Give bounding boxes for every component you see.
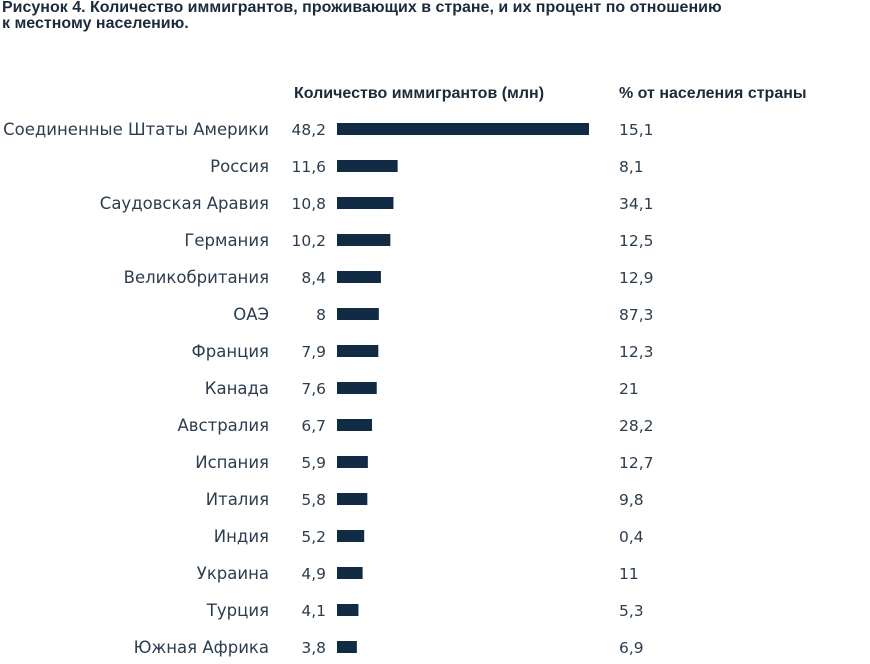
- percent-label: 21: [619, 380, 639, 398]
- chart-row: ОАЭ 8 87,3: [233, 305, 653, 324]
- percent-label: 9,8: [619, 491, 644, 509]
- category-label: Канада: [205, 379, 269, 398]
- value-label: 5,9: [301, 454, 326, 472]
- bar: [337, 160, 398, 172]
- chart-row: Австралия 6,7 28,2: [178, 416, 654, 435]
- chart-row: Канада 7,6 21: [205, 379, 639, 398]
- percent-label: 12,5: [619, 232, 654, 250]
- figure-title: Рисунок 4. Количество иммигрантов, прожи…: [2, 0, 862, 32]
- category-label: Индия: [214, 527, 269, 546]
- value-label: 48,2: [291, 121, 326, 139]
- percent-label: 12,3: [619, 343, 654, 361]
- percent-label: 87,3: [619, 306, 654, 324]
- percent-label: 12,9: [619, 269, 654, 287]
- percent-label: 8,1: [619, 158, 644, 176]
- value-label: 5,2: [301, 528, 326, 546]
- bar: [337, 530, 365, 542]
- value-label: 8,4: [301, 269, 326, 287]
- bar: [337, 234, 391, 246]
- value-label: 11,6: [291, 158, 326, 176]
- percent-label: 15,1: [619, 121, 654, 139]
- category-label: Австралия: [178, 416, 269, 435]
- value-label: 6,7: [301, 417, 326, 435]
- value-label: 4,1: [301, 602, 326, 620]
- bar: [337, 123, 589, 135]
- percent-label: 28,2: [619, 417, 654, 435]
- value-label: 7,6: [301, 380, 326, 398]
- bar: [337, 308, 379, 320]
- category-label: Германия: [184, 231, 269, 250]
- category-label: Украина: [197, 564, 269, 583]
- bar: [337, 382, 377, 394]
- chart-row: Соединенные Штаты Америки 48,2 15,1: [3, 120, 653, 139]
- figure-title-line-1: Рисунок 4. Количество иммигрантов, прожи…: [2, 0, 722, 16]
- percent-label: 12,7: [619, 454, 654, 472]
- percent-column-header: % от населения страны: [619, 85, 807, 102]
- value-label: 10,8: [291, 195, 326, 213]
- bar: [337, 456, 368, 468]
- figure-title-line-2: к местному населению.: [2, 15, 189, 32]
- chart-row: Индия 5,2 0,4: [214, 527, 644, 546]
- chart-row: Италия 5,8 9,8: [206, 490, 644, 509]
- chart-row: Германия 10,2 12,5: [184, 231, 653, 250]
- bar: [337, 345, 379, 357]
- bar: [337, 419, 373, 431]
- chart-rows: Соединенные Штаты Америки 48,2 15,1 Россия 1…: [3, 120, 653, 657]
- percent-label: 5,3: [619, 602, 644, 620]
- category-label: ОАЭ: [233, 305, 269, 324]
- values-column-header: Количество иммигрантов (млн): [294, 85, 544, 102]
- category-label: Турция: [206, 601, 269, 620]
- chart-row: Турция 4,1 5,3: [206, 601, 644, 620]
- chart-row: Украина 4,9 11: [197, 564, 639, 583]
- category-label: Россия: [210, 157, 269, 176]
- category-label: Саудовская Аравия: [100, 194, 269, 213]
- percent-label: 0,4: [619, 528, 644, 546]
- chart-row: Испания 5,9 12,7: [195, 453, 653, 472]
- category-label: Испания: [195, 453, 269, 472]
- category-label: Соединенные Штаты Америки: [3, 120, 269, 139]
- value-label: 5,8: [301, 491, 326, 509]
- category-label: Италия: [206, 490, 269, 509]
- bar: [337, 197, 394, 209]
- percent-label: 11: [619, 565, 639, 583]
- chart-row: Южная Африка 3,8 6,9: [134, 638, 644, 657]
- value-label: 4,9: [301, 565, 326, 583]
- bar: [337, 271, 381, 283]
- chart-row: Великобритания 8,4 12,9: [124, 268, 654, 287]
- category-label: Франция: [192, 342, 269, 361]
- category-label: Южная Африка: [134, 638, 269, 657]
- value-label: 10,2: [291, 232, 326, 250]
- value-label: 7,9: [301, 343, 326, 361]
- bar: [337, 604, 359, 616]
- percent-label: 34,1: [619, 195, 654, 213]
- bar: [337, 567, 363, 579]
- category-label: Великобритания: [124, 268, 269, 287]
- percent-label: 6,9: [619, 639, 644, 657]
- chart-row: Россия 11,6 8,1: [210, 157, 644, 176]
- chart-row: Франция 7,9 12,3: [192, 342, 654, 361]
- value-label: 8: [316, 306, 326, 324]
- value-label: 3,8: [301, 639, 326, 657]
- chart-row: Саудовская Аравия 10,8 34,1: [100, 194, 654, 213]
- bar: [337, 641, 357, 653]
- bar: [337, 493, 368, 505]
